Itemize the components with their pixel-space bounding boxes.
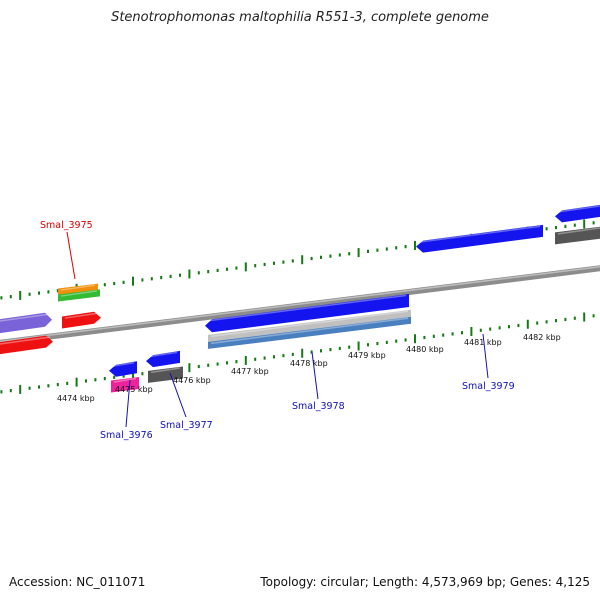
callout-line (125, 379, 131, 428)
gene-pink-body (111, 376, 139, 393)
gene-silver-shine (210, 310, 409, 338)
scale-label: 4476 kbp (173, 376, 211, 385)
gene-callout: Smal_3975 (40, 220, 93, 280)
gene-orange-shine (60, 284, 96, 291)
backbone-line (0, 265, 600, 346)
gene-gray (148, 366, 183, 383)
genome-backbone (0, 265, 600, 346)
gene-blue-3976-body (109, 361, 137, 377)
gene-red-b-shine (64, 312, 99, 319)
gene-orange-body (58, 283, 98, 296)
gene-gray-shine (150, 367, 181, 374)
scale-label: 4480 kbp (406, 345, 444, 354)
genome-title: Stenotrophomonas maltophilia R551-3, com… (111, 10, 489, 25)
scale-labels: 4474 kbp 4475 kbp 4476 kbp 4477 kbp 4478 kbp… (57, 333, 561, 403)
scale-label: 4477 kbp (231, 367, 269, 376)
gene-name-label: Smal_3977 (160, 420, 213, 431)
gene-steel (208, 316, 411, 349)
gene-blue-right (555, 204, 600, 223)
gene-gray-right-body (555, 226, 600, 245)
scale-label: 4474 kbp (57, 394, 95, 403)
gene-pink (111, 376, 139, 393)
gene-blue-right-body (555, 204, 600, 223)
gene-silver-body (208, 309, 411, 342)
gene-labels: Smal_3975 Smal_3976 Smal_3977 Smal_3978 Smal… (40, 220, 515, 441)
gene-name-label: Smal_3975 (40, 220, 93, 231)
gene-callout: Smal_3977 (160, 372, 213, 431)
gene-gray-right-shine (557, 227, 600, 235)
gene-orange (58, 283, 98, 296)
gene-green (58, 289, 100, 302)
backbone-highlight (0, 265, 600, 343)
gene-blue-3977 (146, 350, 180, 368)
genome-summary-text: Topology: circular; Length: 4,573,969 bp… (260, 575, 590, 589)
callout-line (311, 351, 319, 400)
gene-red-a (0, 335, 53, 355)
gene-blue-3978 (205, 293, 409, 333)
gene-red-b (62, 311, 101, 329)
gene-name-label: Smal_3976 (100, 430, 153, 441)
gene-blue-3976 (109, 361, 137, 377)
gene-purple (0, 312, 52, 334)
gene-red-a-body (0, 335, 53, 355)
callout-line (66, 231, 76, 280)
callout-line (482, 333, 489, 379)
gene-blue-3979-body (416, 224, 543, 253)
gene-blue-3978-body (205, 293, 409, 333)
gene-red-b-body (62, 311, 101, 329)
gene-steel-shine (210, 317, 409, 345)
gene-steel-body (208, 316, 411, 349)
gene-gray-right (555, 226, 600, 245)
gene-blue-3976-shine (111, 362, 135, 367)
accession-text: Accession: NC_011071 (9, 575, 146, 589)
gene-pink-shine (113, 377, 137, 383)
gene-features (0, 204, 600, 393)
gene-purple-shine (0, 313, 50, 322)
gene-callout: Smal_3979 (462, 333, 515, 392)
gene-blue-3977-shine (148, 351, 178, 358)
gene-blue-3978-shine (207, 294, 407, 322)
gene-purple-body (0, 312, 52, 334)
gene-blue-3979 (416, 224, 543, 253)
gene-blue-3979-shine (418, 225, 541, 243)
callout-line (169, 372, 187, 418)
gene-callout: Smal_3976 (100, 379, 153, 441)
gene-green-body (58, 289, 100, 302)
gene-silver (208, 309, 411, 342)
gene-green-shine (60, 290, 98, 297)
gene-callout: Smal_3978 (292, 351, 345, 412)
scale-label: 4482 kbp (523, 333, 561, 342)
gene-blue-right-shine (557, 205, 600, 213)
scale-label: 4475 kbp (115, 385, 153, 394)
gene-red-a-shine (0, 336, 51, 345)
gene-blue-3977-body (146, 350, 180, 368)
gene-gray-body (148, 366, 183, 383)
gene-name-label: Smal_3979 (462, 381, 515, 392)
gene-name-label: Smal_3978 (292, 401, 345, 412)
scale-label: 4481 kbp (464, 338, 502, 347)
scale-label: 4479 kbp (348, 351, 386, 360)
scale-label: 4478 kbp (290, 359, 328, 368)
